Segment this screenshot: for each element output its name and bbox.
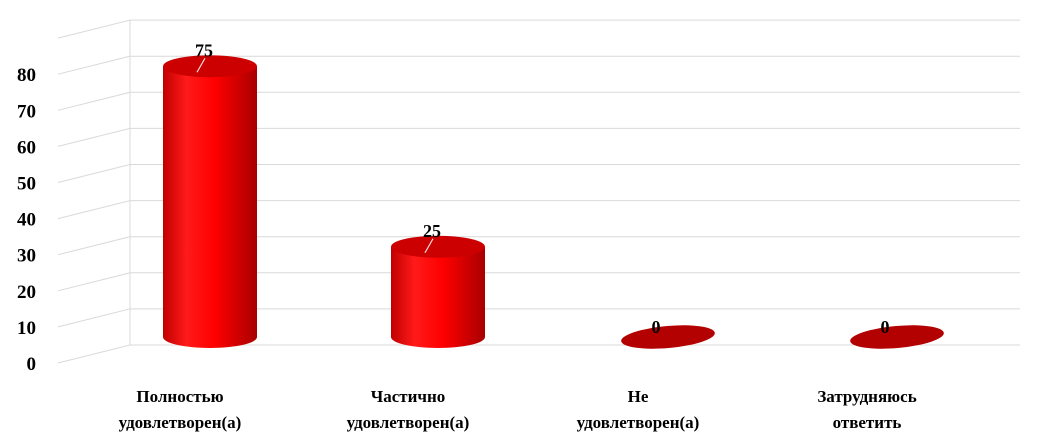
category-label: Не удовлетворен(а) xyxy=(577,387,700,432)
bars xyxy=(163,55,944,349)
bar-disc xyxy=(850,325,944,349)
y-tick-label: 40 xyxy=(17,210,36,231)
y-tick-label: 30 xyxy=(17,246,36,267)
bar-body xyxy=(391,246,485,348)
y-tick-label: 10 xyxy=(17,318,36,339)
bar xyxy=(850,325,944,349)
y-tick-label: 70 xyxy=(17,101,36,122)
gridline xyxy=(57,19,1020,39)
y-axis-ticks: 0 10 20 30 40 50 60 70 80 xyxy=(17,65,36,375)
data-labels: 75 25 0 0 xyxy=(195,40,890,337)
y-tick-label: 0 xyxy=(27,354,37,375)
gridlines xyxy=(57,19,1020,364)
bar-top xyxy=(163,55,257,78)
y-tick-label: 80 xyxy=(17,65,36,86)
bar xyxy=(163,55,257,348)
data-label: 25 xyxy=(423,221,441,241)
bar-body xyxy=(163,66,257,348)
label-leader xyxy=(196,57,206,73)
bar xyxy=(621,325,715,349)
bar-top xyxy=(391,235,485,258)
category-label: Полностью удовлетворен(а) xyxy=(119,387,242,432)
category-label: Затрудняюсь ответить xyxy=(817,387,916,432)
data-label: 0 xyxy=(652,317,661,337)
category-label: Частично удовлетворен(а) xyxy=(347,387,470,432)
x-axis-categories: Полностью удовлетворен(а) Частично удовлетв… xyxy=(119,387,917,432)
y-tick-label: 60 xyxy=(17,137,36,158)
y-tick-label: 20 xyxy=(17,282,36,303)
y-tick-label: 50 xyxy=(17,174,36,195)
data-label: 75 xyxy=(195,40,213,60)
data-label: 0 xyxy=(881,317,890,337)
label-leader xyxy=(424,238,434,254)
bar xyxy=(391,235,485,348)
bar-disc xyxy=(621,325,715,349)
